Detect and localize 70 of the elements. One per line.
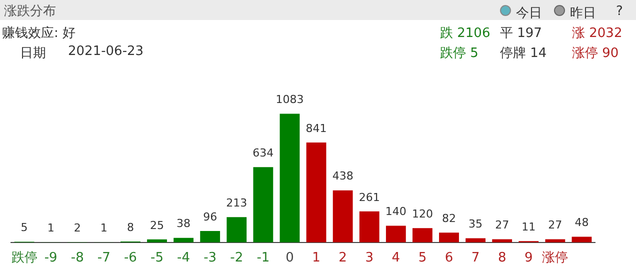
data-label: 213 [226,196,248,210]
x-tick-label: -2 [230,250,244,266]
x-tick-label: -7 [97,250,110,266]
x-tick-label: 7 [471,250,480,266]
bar [466,238,486,242]
bar [253,167,274,242]
bar [439,232,459,242]
data-label: 438 [332,170,354,183]
data-label: 27 [548,218,562,232]
text: 跌 2106 [440,25,490,42]
x-tick-label: 2 [338,250,347,266]
bar [386,226,406,242]
text: 平 197 [500,25,542,42]
data-label: 261 [358,190,380,204]
text: 涨 2032 [572,25,622,42]
data-label: 8 [126,220,134,234]
x-tick-label: -9 [44,250,58,266]
bar [332,190,353,242]
text: 赚钱效应: 好 [2,25,76,42]
text: 跌停 5 [440,45,478,62]
text: 停牌 14 [500,45,547,62]
data-label: 25 [150,218,164,232]
x-tick-label: 8 [498,250,506,266]
data-label: 841 [306,122,327,135]
x-tick-label: 4 [392,250,400,266]
data-label: 27 [495,218,510,232]
text: ? [616,4,623,19]
data-label: 35 [468,218,483,231]
x-tick-label: 跌停 [11,250,38,266]
data-label: 48 [574,216,589,230]
bar [306,142,326,242]
text: 涨停 90 [572,45,619,62]
x-tick-label: -3 [204,250,217,266]
data-label: 1 [47,222,54,235]
x-tick-label: 9 [524,250,533,266]
text: 2021-06-23 [68,44,144,59]
data-label: 38 [176,217,191,230]
x-tick-label: 1 [312,250,320,266]
data-label: 82 [442,212,456,226]
data-label: 96 [203,210,218,224]
bar [492,239,512,242]
x-tick-label: 5 [418,250,427,266]
data-label: 140 [385,205,406,218]
bar [412,228,432,242]
text: 昨日 [570,5,596,22]
text: 今日 [516,5,542,22]
data-label: 1 [100,222,108,235]
x-tick-label: 3 [365,250,374,266]
data-label: 1083 [276,93,304,106]
data-label: 634 [252,146,274,160]
x-tick-label: 0 [286,250,294,266]
bar [226,217,247,242]
x-tick-label: -5 [150,250,164,266]
text: 日期 [20,45,46,62]
bar [572,236,592,242]
bar [280,114,300,242]
data-label: 2 [74,222,81,235]
bar [359,211,380,242]
chart-title: 涨跌分布 [4,3,56,20]
bar [545,239,566,242]
data-label: 120 [412,208,433,221]
x-tick-label: -6 [124,250,137,266]
x-tick-label: 6 [444,250,454,266]
x-tick-label: -1 [256,250,270,266]
data-label: 11 [522,220,536,234]
x-tick-label: -8 [70,250,84,266]
x-tick-label: 涨停 [542,250,568,266]
x-tick-label: -4 [177,250,190,266]
bar [200,230,220,242]
data-label: 5 [20,221,28,234]
